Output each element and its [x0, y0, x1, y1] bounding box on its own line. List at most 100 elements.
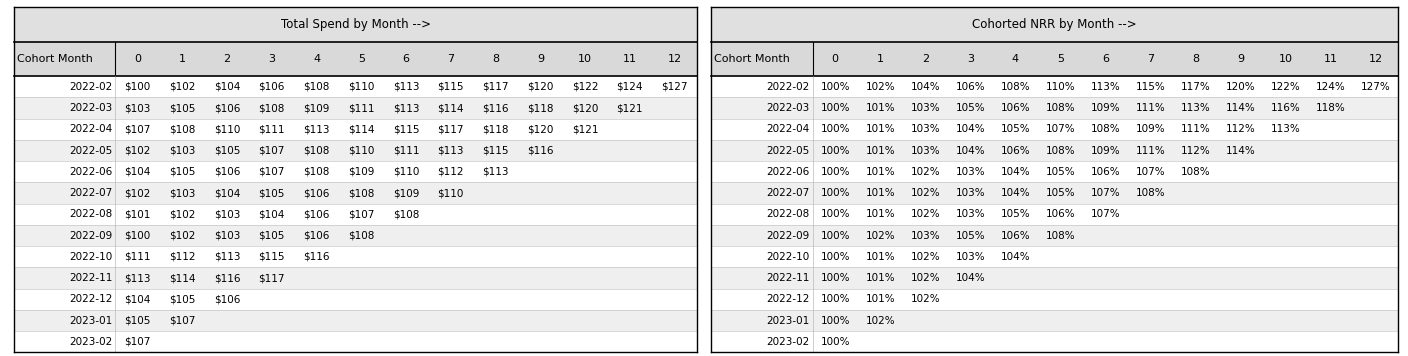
- Text: 103%: 103%: [911, 231, 941, 241]
- Text: 2023-02: 2023-02: [69, 337, 113, 347]
- Text: $104: $104: [124, 294, 151, 304]
- Text: 108%: 108%: [1136, 188, 1166, 198]
- Text: $107: $107: [259, 167, 284, 177]
- Text: $103: $103: [214, 209, 241, 219]
- Bar: [711, 42, 1398, 76]
- Text: $120: $120: [527, 82, 553, 92]
- Text: 9: 9: [536, 54, 543, 64]
- Text: 114%: 114%: [1225, 146, 1256, 156]
- Bar: [711, 225, 1398, 246]
- Text: 10: 10: [1278, 54, 1293, 64]
- Bar: [711, 7, 1398, 42]
- Text: 109%: 109%: [1091, 146, 1121, 156]
- Text: 104%: 104%: [1001, 167, 1031, 177]
- Bar: [14, 331, 697, 352]
- Text: 100%: 100%: [821, 294, 850, 304]
- Text: 100%: 100%: [821, 252, 850, 262]
- Text: $115: $115: [483, 146, 508, 156]
- Text: $105: $105: [169, 167, 196, 177]
- Text: 106%: 106%: [1001, 146, 1031, 156]
- Text: $106: $106: [214, 167, 241, 177]
- Text: 2022-06: 2022-06: [69, 167, 113, 177]
- Text: 112%: 112%: [1225, 124, 1256, 134]
- Text: $106: $106: [303, 231, 329, 241]
- Text: 106%: 106%: [1091, 167, 1121, 177]
- Text: 2022-09: 2022-09: [767, 231, 810, 241]
- Text: $106: $106: [214, 103, 241, 113]
- Text: 105%: 105%: [1046, 188, 1076, 198]
- Text: 101%: 101%: [866, 294, 895, 304]
- Text: 2022-05: 2022-05: [69, 146, 113, 156]
- Text: $114: $114: [438, 103, 465, 113]
- Bar: [14, 161, 697, 182]
- Bar: [711, 289, 1398, 310]
- Text: $116: $116: [483, 103, 508, 113]
- Text: $116: $116: [527, 146, 553, 156]
- Text: $102: $102: [169, 82, 196, 92]
- Text: $105: $105: [124, 315, 151, 326]
- Text: 105%: 105%: [956, 103, 986, 113]
- Bar: [711, 182, 1398, 204]
- Text: 104%: 104%: [956, 273, 986, 283]
- Text: $105: $105: [259, 231, 284, 241]
- Text: $104: $104: [214, 82, 241, 92]
- Text: 102%: 102%: [866, 231, 895, 241]
- Bar: [14, 289, 697, 310]
- Text: $105: $105: [259, 188, 284, 198]
- Bar: [711, 161, 1398, 182]
- Text: 100%: 100%: [821, 167, 850, 177]
- Text: 12: 12: [667, 54, 681, 64]
- Text: 2022-10: 2022-10: [69, 252, 113, 262]
- Text: 2022-03: 2022-03: [767, 103, 810, 113]
- Text: $120: $120: [527, 124, 553, 134]
- Text: $124: $124: [617, 82, 643, 92]
- Text: 103%: 103%: [911, 124, 941, 134]
- Text: 113%: 113%: [1270, 124, 1301, 134]
- Text: 2022-11: 2022-11: [766, 273, 810, 283]
- Text: 108%: 108%: [1046, 146, 1076, 156]
- Text: $104: $104: [259, 209, 284, 219]
- Text: 118%: 118%: [1315, 103, 1346, 113]
- Text: $104: $104: [124, 167, 151, 177]
- Text: $108: $108: [348, 188, 375, 198]
- Text: $117: $117: [259, 273, 284, 283]
- Text: 105%: 105%: [1001, 124, 1031, 134]
- Text: $113: $113: [214, 252, 241, 262]
- Text: $108: $108: [303, 82, 329, 92]
- Text: 101%: 101%: [866, 273, 895, 283]
- Text: $122: $122: [572, 82, 598, 92]
- Text: $108: $108: [393, 209, 420, 219]
- Text: $115: $115: [259, 252, 284, 262]
- Text: $105: $105: [169, 103, 196, 113]
- Text: $102: $102: [124, 188, 151, 198]
- Text: 102%: 102%: [866, 82, 895, 92]
- Text: 4: 4: [1012, 54, 1019, 64]
- Text: 109%: 109%: [1136, 124, 1166, 134]
- Bar: [14, 246, 697, 267]
- Text: $107: $107: [259, 146, 284, 156]
- Text: 100%: 100%: [821, 209, 850, 219]
- Text: $113: $113: [438, 146, 465, 156]
- Text: 5: 5: [358, 54, 365, 64]
- Text: 2022-12: 2022-12: [69, 294, 113, 304]
- Text: 100%: 100%: [821, 124, 850, 134]
- Text: 103%: 103%: [911, 103, 941, 113]
- Text: $108: $108: [259, 103, 284, 113]
- Text: 2022-02: 2022-02: [69, 82, 113, 92]
- Text: $113: $113: [303, 124, 329, 134]
- Text: $115: $115: [393, 124, 420, 134]
- Text: $109: $109: [393, 188, 420, 198]
- Text: $118: $118: [483, 124, 508, 134]
- Text: $108: $108: [303, 167, 329, 177]
- Text: 8: 8: [491, 54, 498, 64]
- Text: 107%: 107%: [1091, 188, 1121, 198]
- Text: $109: $109: [303, 103, 329, 113]
- Text: 2022-07: 2022-07: [69, 188, 113, 198]
- Text: 105%: 105%: [1001, 209, 1031, 219]
- Text: $103: $103: [169, 146, 196, 156]
- Text: $102: $102: [124, 146, 151, 156]
- Text: 104%: 104%: [956, 146, 986, 156]
- Text: 2022-06: 2022-06: [767, 167, 810, 177]
- Text: 100%: 100%: [821, 231, 850, 241]
- Text: $111: $111: [124, 252, 151, 262]
